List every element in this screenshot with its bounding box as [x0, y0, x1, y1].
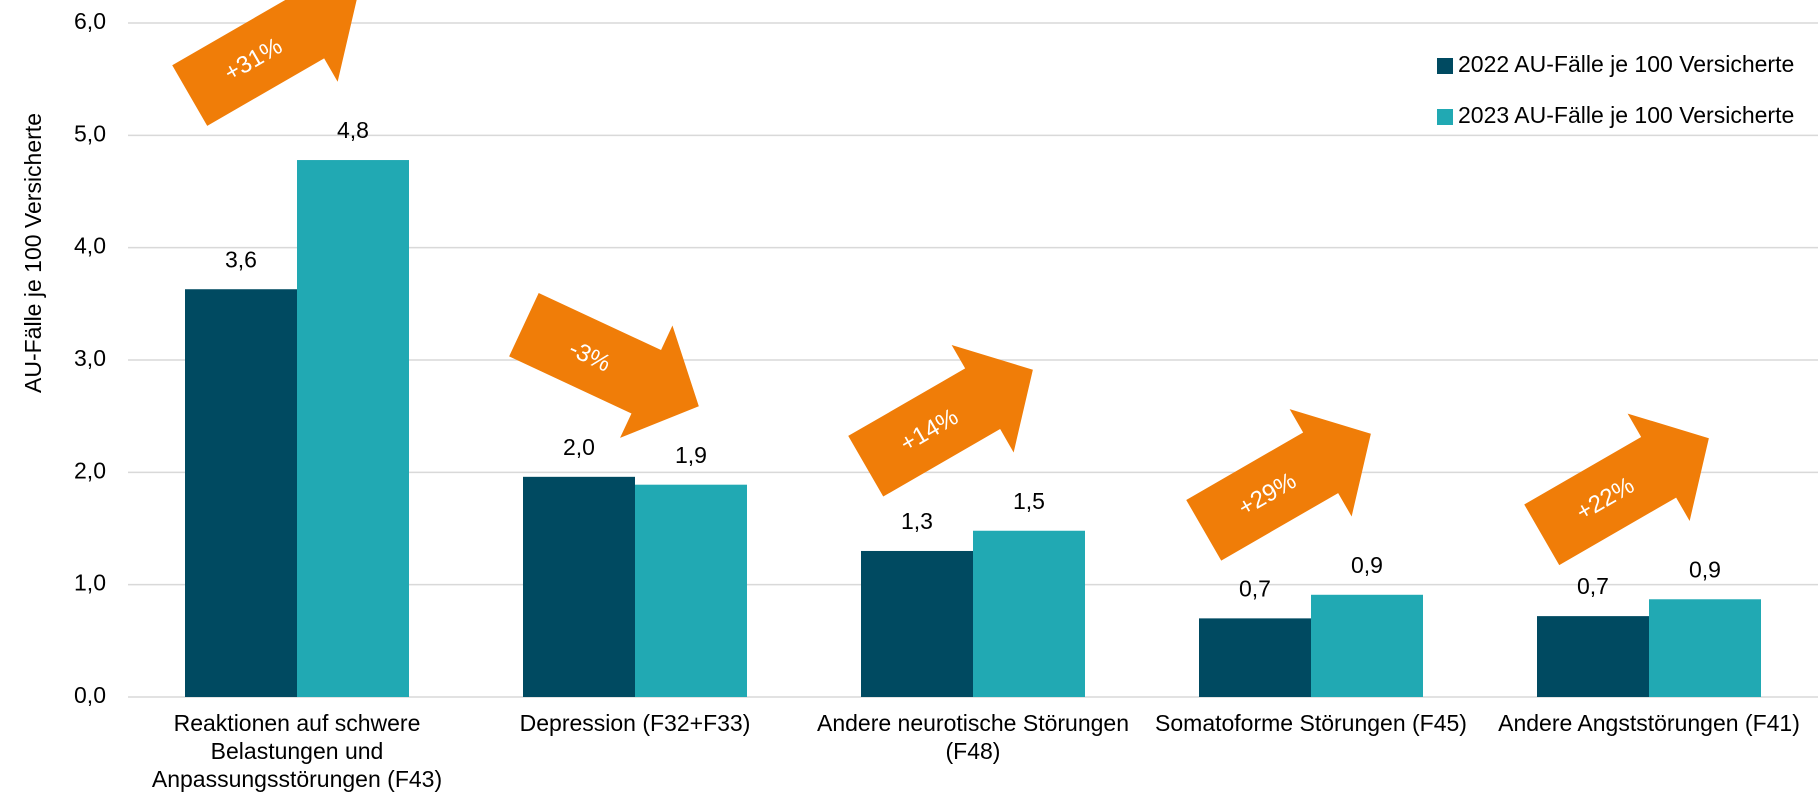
- bar: [185, 289, 297, 697]
- arrow-shape: [1524, 413, 1709, 566]
- bar: [973, 530, 1085, 697]
- x-tick-label: Somatoforme Störungen (F45): [1155, 710, 1467, 736]
- change-arrow: +14%: [848, 345, 1033, 497]
- legend-swatch: [1437, 109, 1453, 125]
- value-label: 0,9: [1351, 552, 1383, 578]
- y-tick-label: 3,0: [74, 345, 106, 371]
- y-tick-label: 1,0: [74, 570, 106, 596]
- arrow-shape: [1186, 409, 1371, 561]
- arrow-shape: [848, 345, 1033, 497]
- x-tick-label: Andere neurotische Störungen (F48): [817, 710, 1129, 764]
- bar: [1311, 594, 1423, 697]
- bar: [523, 476, 635, 697]
- y-tick-label: 0,0: [74, 682, 106, 708]
- y-tick-label: 4,0: [74, 233, 106, 259]
- y-tick-label: 5,0: [74, 120, 106, 146]
- value-label: 1,9: [675, 442, 707, 468]
- x-tick-label: Reaktionen auf schwere Belastungen und A…: [151, 710, 443, 792]
- value-label: 2,0: [563, 434, 595, 460]
- bar: [1649, 599, 1761, 697]
- arrow-shape: [172, 0, 357, 126]
- y-tick-label: 2,0: [74, 457, 106, 483]
- value-label: 1,3: [901, 508, 933, 534]
- arrow-shape: [509, 292, 699, 438]
- value-label: 0,9: [1689, 556, 1721, 582]
- x-tick-label: Depression (F32+F33): [519, 710, 751, 736]
- bar: [635, 484, 747, 697]
- y-axis-label: AU-Fälle je 100 Versicherte: [20, 113, 46, 393]
- bar: [1199, 618, 1311, 697]
- x-tick-label-box: Depression (F32+F33): [519, 710, 751, 736]
- value-label: 0,7: [1239, 575, 1271, 601]
- value-label: 3,6: [225, 246, 257, 272]
- x-tick-label-box: Somatoforme Störungen (F45): [1155, 710, 1467, 736]
- x-tick-label-box: Andere neurotische Störungen (F48): [817, 710, 1129, 764]
- y-tick-label: 6,0: [74, 8, 106, 34]
- change-arrow: +22%: [1524, 413, 1709, 566]
- x-tick-label-box: Andere Angststörungen (F41): [1498, 710, 1800, 736]
- value-label: 0,7: [1577, 573, 1609, 599]
- x-tick-label: Andere Angststörungen (F41): [1498, 710, 1800, 736]
- legend-label: 2022 AU-Fälle je 100 Versicherte: [1458, 51, 1794, 77]
- value-label: 1,5: [1013, 488, 1045, 514]
- value-label: 4,8: [337, 117, 369, 143]
- bar: [297, 160, 409, 698]
- change-arrow: -3%: [509, 292, 699, 438]
- bar: [861, 550, 973, 697]
- x-tick-label-box: Reaktionen auf schwere Belastungen und A…: [151, 710, 443, 792]
- bar: [1537, 616, 1649, 697]
- legend-swatch: [1437, 58, 1453, 74]
- change-arrow: +29%: [1186, 409, 1371, 561]
- change-arrow: +31%: [172, 0, 357, 126]
- legend-label: 2023 AU-Fälle je 100 Versicherte: [1458, 102, 1794, 128]
